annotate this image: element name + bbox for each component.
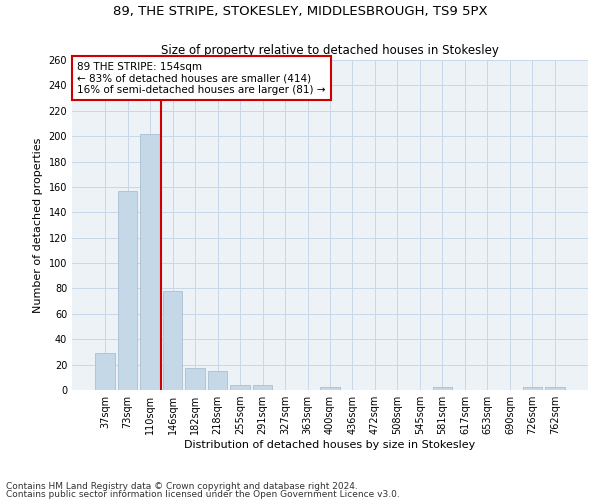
Bar bbox=[163, 291, 182, 390]
Text: Contains HM Land Registry data © Crown copyright and database right 2024.: Contains HM Land Registry data © Crown c… bbox=[6, 482, 358, 491]
Bar bbox=[118, 190, 137, 390]
Bar bbox=[140, 134, 160, 390]
Bar bbox=[185, 368, 205, 390]
Bar bbox=[545, 388, 565, 390]
Y-axis label: Number of detached properties: Number of detached properties bbox=[33, 138, 43, 312]
Bar bbox=[208, 371, 227, 390]
Bar bbox=[95, 353, 115, 390]
Text: Contains public sector information licensed under the Open Government Licence v3: Contains public sector information licen… bbox=[6, 490, 400, 499]
Bar bbox=[320, 388, 340, 390]
Bar bbox=[523, 388, 542, 390]
Bar bbox=[433, 388, 452, 390]
Text: 89, THE STRIPE, STOKESLEY, MIDDLESBROUGH, TS9 5PX: 89, THE STRIPE, STOKESLEY, MIDDLESBROUGH… bbox=[113, 5, 487, 18]
Title: Size of property relative to detached houses in Stokesley: Size of property relative to detached ho… bbox=[161, 44, 499, 58]
Bar bbox=[253, 385, 272, 390]
X-axis label: Distribution of detached houses by size in Stokesley: Distribution of detached houses by size … bbox=[184, 440, 476, 450]
Text: 89 THE STRIPE: 154sqm
← 83% of detached houses are smaller (414)
16% of semi-det: 89 THE STRIPE: 154sqm ← 83% of detached … bbox=[77, 62, 326, 95]
Bar bbox=[230, 385, 250, 390]
